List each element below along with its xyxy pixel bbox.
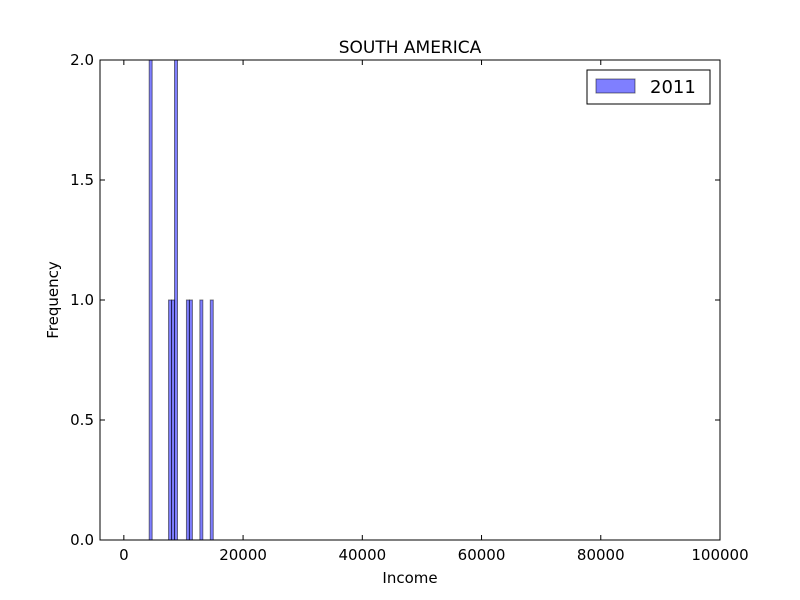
histogram-bar — [209, 299, 214, 541]
x-tick-label: 60000 — [458, 546, 506, 564]
chart-title: SOUTH AMERICA — [339, 38, 482, 58]
y-axis-label: Frequency — [44, 261, 62, 339]
histogram-bar — [174, 59, 178, 541]
histogram-bar — [188, 299, 193, 541]
x-axis-tick-labels: 0 20000 40000 60000 80000 100000 — [119, 546, 749, 564]
plot-area-frame — [99, 59, 721, 541]
y-tick-label: 0.0 — [70, 531, 94, 549]
x-tick-label: 40000 — [338, 546, 386, 564]
y-tick-label: 2.0 — [70, 51, 94, 69]
legend: 2011 — [586, 69, 711, 105]
axis-ticks — [100, 59, 721, 541]
y-tick-label: 1.0 — [70, 291, 94, 309]
histogram-bar — [199, 299, 204, 541]
legend-swatch-2011 — [595, 78, 636, 94]
legend-label-2011: 2011 — [650, 77, 696, 98]
y-tick-label: 1.5 — [70, 171, 94, 189]
y-tick-label: 0.5 — [70, 411, 94, 429]
x-axis-label: Income — [382, 569, 437, 587]
histogram-bars — [148, 59, 214, 541]
histogram-bar — [148, 59, 153, 541]
y-axis-tick-labels: 0.0 0.5 1.0 1.5 2.0 — [70, 51, 94, 549]
x-tick-label: 20000 — [219, 546, 267, 564]
x-tick-label: 100000 — [691, 546, 748, 564]
x-tick-label: 80000 — [577, 546, 625, 564]
x-tick-label: 0 — [119, 546, 129, 564]
